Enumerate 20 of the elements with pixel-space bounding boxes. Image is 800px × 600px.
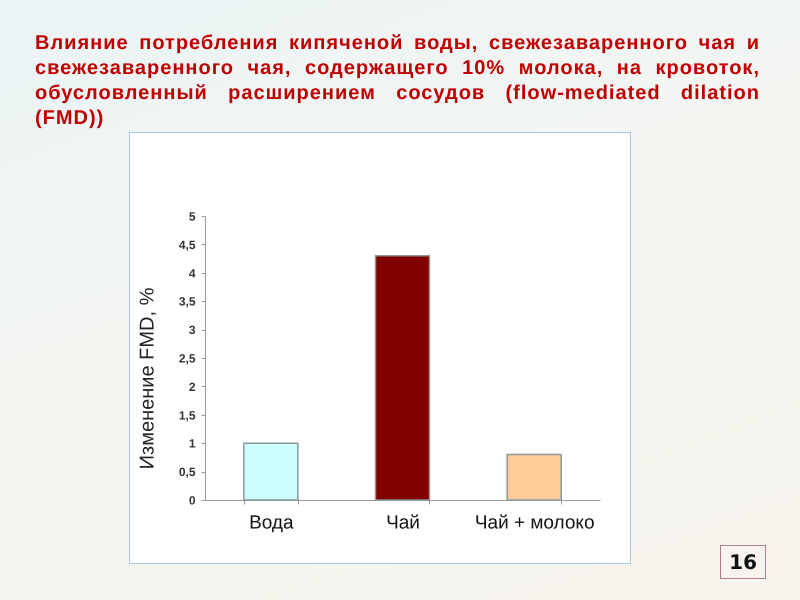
y-tick-label: 1,5 (178, 408, 196, 422)
bar (506, 454, 562, 501)
y-tick-label: 0,5 (178, 465, 196, 480)
x-tick-label: Чай + молоко (474, 512, 595, 534)
x-tick-label: Вода (249, 512, 294, 534)
y-tick-label: 2 (188, 380, 196, 394)
y-tick-label: 3 (188, 323, 196, 338)
text: 16 (720, 545, 766, 579)
y-tick-label: 4 (188, 266, 196, 280)
y-tick-label: 5 (188, 210, 196, 224)
chart-title: Влияние потребления кипяченой воды, свежезаваренного чая и свежезаваренного чая, содержащего 10% молока, на кровоток, обусловленный расширением сосудов (flow-mediated dilation (FMD)) (35, 31, 760, 131)
bar (243, 442, 299, 501)
y-tick-label: 3,5 (178, 294, 196, 309)
y-tick-label: 0 (188, 494, 196, 508)
y-tick-label: 1 (188, 436, 196, 451)
y-axis-title: Изменение FMD, % (136, 287, 158, 470)
y-tick-label: 4,5 (178, 238, 196, 252)
x-tick-label: Чай (386, 512, 420, 534)
bar (374, 255, 430, 501)
y-tick-label: 2,5 (178, 352, 196, 366)
